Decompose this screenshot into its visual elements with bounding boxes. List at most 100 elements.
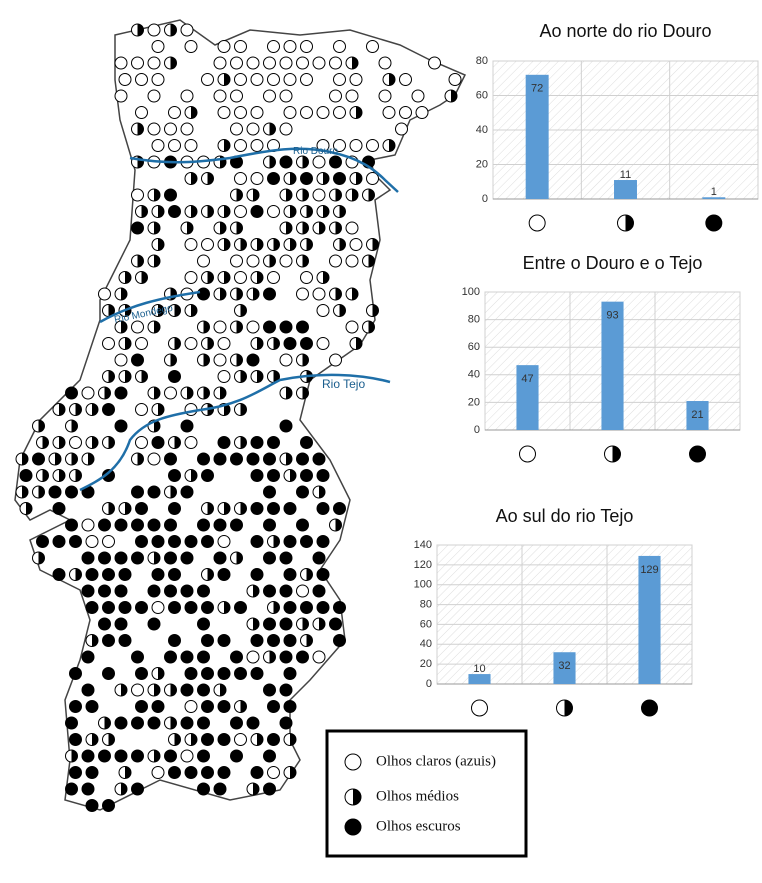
eye-symbol xyxy=(213,89,227,103)
eye-symbol-half xyxy=(306,205,313,218)
eye-symbol-half xyxy=(125,271,131,284)
eye-symbol-half xyxy=(137,255,144,267)
eye-symbol xyxy=(151,700,165,713)
eye-symbol-half xyxy=(224,73,231,86)
eye-symbol xyxy=(114,353,128,367)
eye-symbol-half xyxy=(236,552,243,564)
eye-symbol xyxy=(296,650,309,664)
river xyxy=(79,373,391,492)
eye-symbol xyxy=(184,766,198,779)
legend-label: Olhos claros (azuis) xyxy=(376,753,496,769)
eye-symbol-half xyxy=(224,502,231,515)
eye-symbol xyxy=(705,214,723,232)
eye-symbol xyxy=(246,716,260,730)
eye-symbol-half xyxy=(286,453,292,465)
eye-symbol xyxy=(151,535,165,548)
eye-symbol-half xyxy=(220,288,226,300)
eye-symbol xyxy=(69,535,82,548)
eye-symbol-half xyxy=(353,789,361,805)
eye-symbol-half xyxy=(42,436,49,449)
eye-symbol xyxy=(168,205,181,218)
eye-symbol xyxy=(131,353,144,367)
eye-symbol xyxy=(147,122,161,136)
eye-symbol xyxy=(415,106,429,119)
eye-symbol xyxy=(300,601,313,614)
eye-symbol xyxy=(52,568,66,581)
eye-symbol xyxy=(135,106,148,119)
eye-symbol xyxy=(69,766,82,779)
eye-symbol xyxy=(168,535,181,548)
eye-symbol xyxy=(98,551,111,565)
eye-symbol xyxy=(147,716,161,730)
eye-symbol-half xyxy=(191,106,198,119)
eye-symbol-half xyxy=(273,601,280,614)
eye-symbol xyxy=(217,766,231,779)
eye-symbol-half xyxy=(273,535,280,548)
eye-symbol-half xyxy=(59,469,65,482)
y-tick-label: 20 xyxy=(476,158,488,170)
eye-symbol xyxy=(168,502,181,515)
eye-symbol xyxy=(131,485,144,499)
eye-symbol-half xyxy=(88,453,94,465)
eye-symbol-half xyxy=(302,387,309,399)
eye-symbol-half xyxy=(125,337,131,350)
eye-symbol xyxy=(246,56,260,70)
eye-symbol xyxy=(19,469,33,482)
eye-symbol-half xyxy=(253,618,259,630)
eye-symbol xyxy=(230,122,243,136)
eye-symbol xyxy=(312,551,326,565)
eye-symbol-half xyxy=(59,403,65,416)
eye-symbol xyxy=(184,436,198,449)
eye-symbol xyxy=(197,254,210,268)
eye-symbol xyxy=(201,73,214,86)
eye-symbol xyxy=(279,584,293,598)
eye-symbol xyxy=(131,56,144,70)
eye-symbol-half xyxy=(141,370,148,383)
eye-symbol xyxy=(102,469,115,482)
y-tick-label: 40 xyxy=(468,369,480,381)
eye-symbol-half xyxy=(121,783,127,795)
eye-symbol-half xyxy=(290,766,296,779)
bar xyxy=(525,74,549,199)
eye-symbol-half xyxy=(191,172,198,185)
eye-symbol xyxy=(135,667,148,680)
eye-symbol xyxy=(102,403,115,416)
eye-symbol xyxy=(164,386,177,400)
eye-symbol xyxy=(151,73,165,86)
eye-symbol-half xyxy=(368,255,375,267)
eye-symbol xyxy=(279,89,293,103)
river xyxy=(129,147,399,193)
eye-symbol-half xyxy=(286,222,292,234)
eye-symbol xyxy=(217,667,231,680)
eye-symbol xyxy=(312,287,326,301)
eye-symbol xyxy=(344,818,362,836)
eye-symbol-half xyxy=(108,370,115,383)
eye-symbol-half xyxy=(224,403,231,416)
bar xyxy=(614,180,637,199)
eye-symbol xyxy=(230,518,243,532)
eye-symbol xyxy=(114,89,128,103)
eye-symbol-half xyxy=(302,255,309,267)
eye-symbol xyxy=(197,617,210,631)
eye-symbol xyxy=(69,733,82,746)
eye-symbol xyxy=(316,469,330,482)
eye-symbol xyxy=(102,799,115,812)
eye-symbol xyxy=(283,535,297,548)
eye-symbol xyxy=(283,634,297,647)
eye-symbol xyxy=(102,535,115,548)
eye-symbol xyxy=(300,337,313,350)
eye-symbol-half xyxy=(319,222,325,234)
eye-symbol xyxy=(217,40,231,53)
river-label: Rio Tejo xyxy=(322,377,365,391)
eye-symbol xyxy=(65,518,78,532)
bar xyxy=(702,197,726,199)
eye-symbol xyxy=(428,56,441,70)
eye-symbol xyxy=(234,205,247,218)
eye-symbol xyxy=(32,452,45,466)
eye-symbol xyxy=(213,320,227,334)
eye-symbol xyxy=(283,337,297,350)
eye-symbol xyxy=(197,683,210,697)
eye-symbol-half xyxy=(257,370,263,383)
eye-symbol-half xyxy=(253,783,259,795)
